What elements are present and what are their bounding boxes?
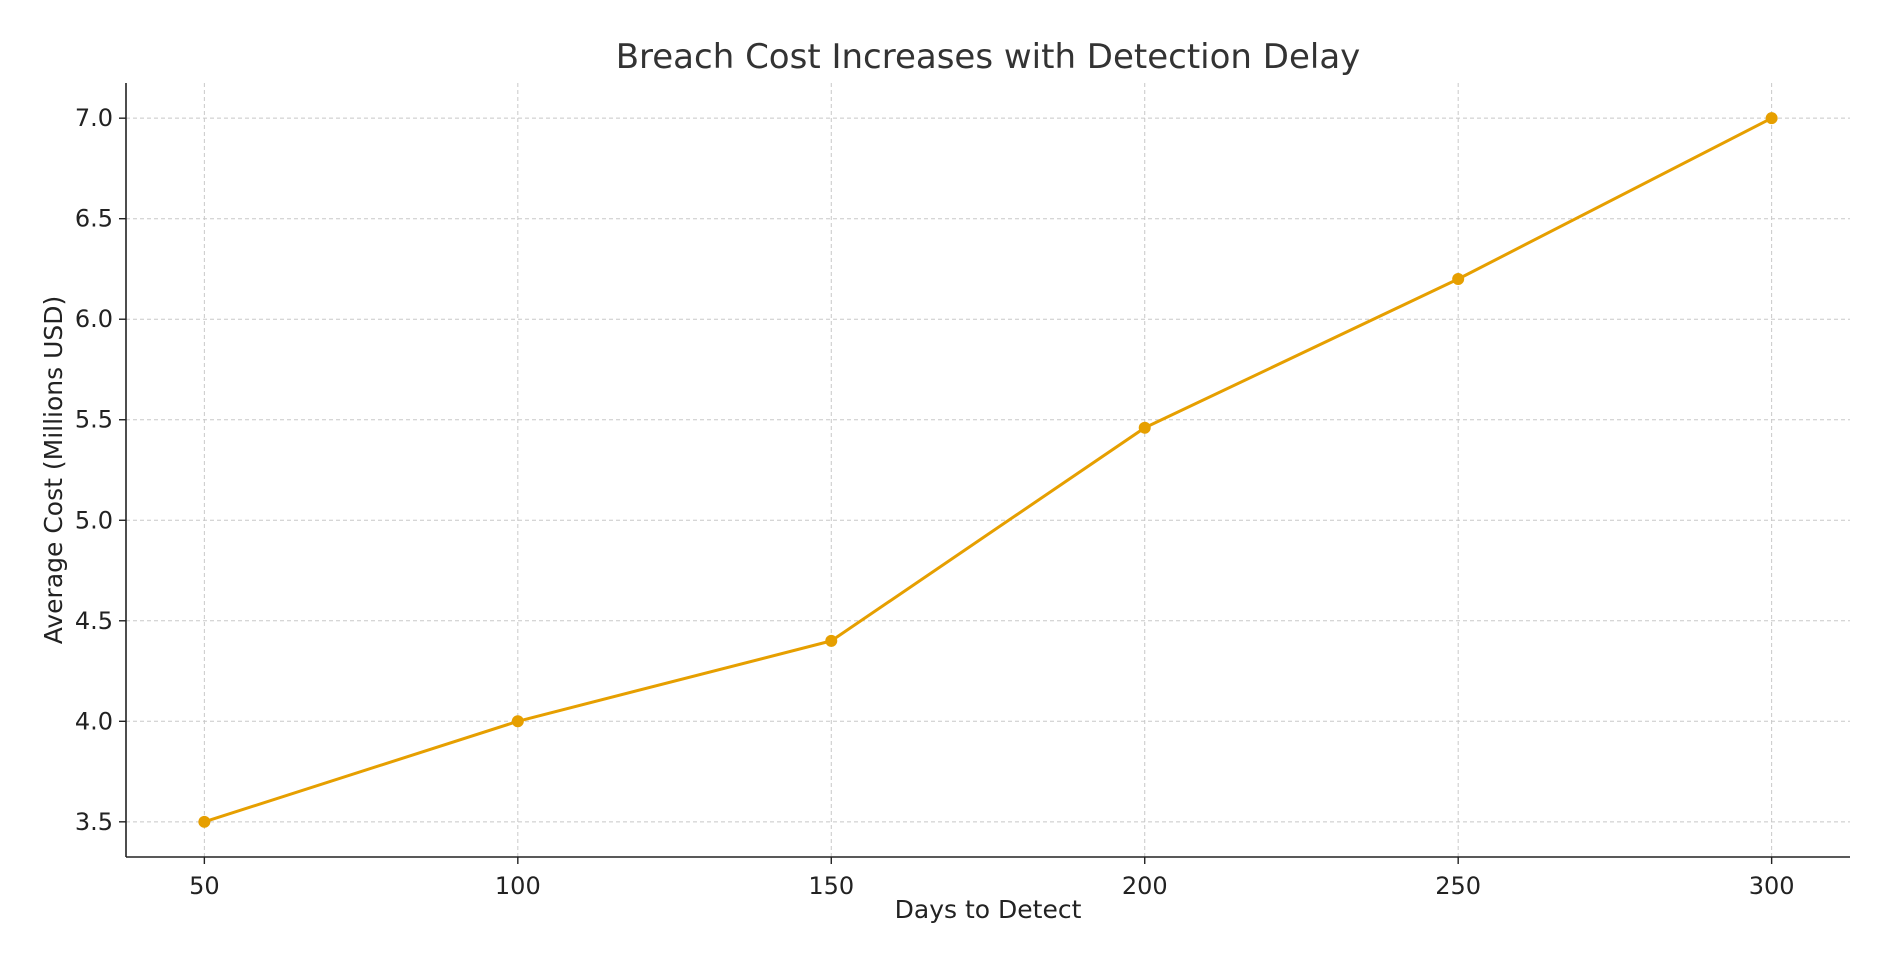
y-tick-label: 4.5 xyxy=(75,607,113,635)
series-layer xyxy=(198,112,1778,828)
y-axis-title: Average Cost (Millions USD) xyxy=(39,296,68,645)
x-tick-label: 200 xyxy=(1122,872,1168,900)
y-tick-label: 5.5 xyxy=(75,406,113,434)
y-tick-label: 4.0 xyxy=(75,707,113,735)
series-line xyxy=(203,116,1773,824)
y-axis-ticks: 3.5 4.0 4.5 5.0 5.5 6.0 6.5 7.0 xyxy=(75,104,126,836)
data-point xyxy=(825,634,838,647)
data-point xyxy=(511,715,524,728)
y-tick-label: 3.5 xyxy=(75,808,113,836)
x-tick-label: 300 xyxy=(1749,872,1795,900)
data-point xyxy=(1138,421,1151,434)
x-tick-label: 250 xyxy=(1435,872,1481,900)
axes xyxy=(125,83,1850,858)
data-point xyxy=(1452,273,1465,286)
y-tick-label: 5.0 xyxy=(75,506,113,534)
grid xyxy=(126,83,1850,857)
data-point xyxy=(1765,112,1778,125)
data-point xyxy=(198,815,211,828)
x-axis-ticks: 50 100 150 200 250 300 xyxy=(189,857,1795,900)
x-tick-label: 100 xyxy=(495,872,541,900)
y-tick-label: 6.0 xyxy=(75,305,113,333)
x-tick-label: 50 xyxy=(189,872,220,900)
x-axis-title: Days to Detect xyxy=(895,895,1082,924)
x-tick-label: 150 xyxy=(808,872,854,900)
y-tick-label: 7.0 xyxy=(75,104,113,132)
chart-title: Breach Cost Increases with Detection Del… xyxy=(616,37,1361,77)
y-tick-label: 6.5 xyxy=(75,205,113,233)
